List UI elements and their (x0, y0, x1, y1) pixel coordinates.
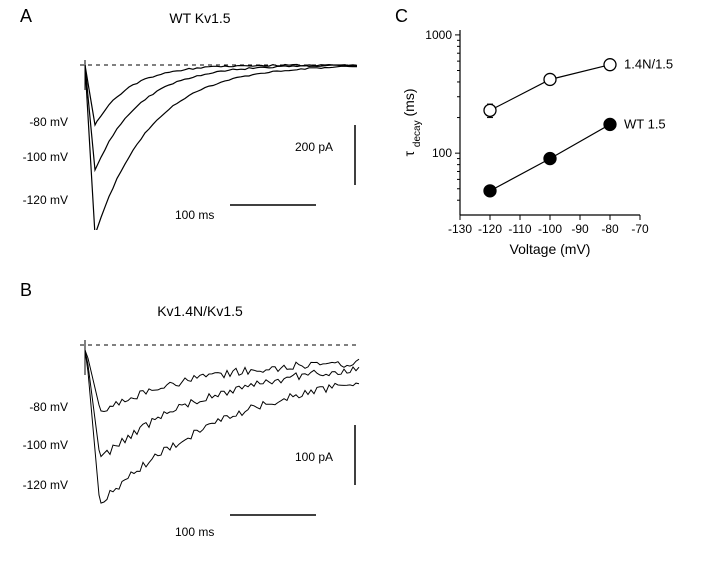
panel-a-label: A (20, 6, 32, 27)
svg-text:WT 1.5: WT 1.5 (624, 116, 666, 131)
svg-text:-130: -130 (448, 222, 472, 236)
svg-text:-80: -80 (601, 222, 619, 236)
panel-c-plot: -130 -120 -110 -100 -90 -80 -70 100 1000 Voltage … (400, 20, 700, 260)
panel-a-y-scale-label: 200 pA (295, 140, 333, 154)
panel-a-trace-label-2: -120 mV (8, 193, 68, 207)
svg-text:Voltage (mV): Voltage (mV) (510, 241, 591, 257)
panel-b-traces (70, 320, 370, 520)
svg-text:-90: -90 (571, 222, 589, 236)
panel-a-trace-label-0: -80 mV (8, 115, 68, 129)
panel-b-trace-label-1: -100 mV (8, 438, 68, 452)
svg-text:τ decay (ms): τ decay (ms) (401, 89, 423, 157)
panel-b-label: B (20, 280, 32, 301)
panel-a-traces (70, 30, 370, 230)
svg-text:-120: -120 (478, 222, 502, 236)
panel-b-trace-label-2: -120 mV (8, 478, 68, 492)
panel-b-title: Kv1.4N/Kv1.5 (130, 303, 270, 319)
svg-text:-110: -110 (508, 222, 531, 236)
panel-a-x-scale-label: 100 ms (175, 208, 214, 222)
svg-text:1.4N/1.5: 1.4N/1.5 (624, 57, 673, 72)
svg-text:1000: 1000 (425, 28, 452, 42)
panel-b-trace-label-0: -80 mV (8, 400, 68, 414)
panel-b-y-scale-label: 100 pA (295, 450, 333, 464)
svg-text:-70: -70 (631, 222, 649, 236)
panel-a-title: WT Kv1.5 (140, 10, 260, 26)
svg-text:-100: -100 (538, 222, 562, 236)
panel-a-trace-label-1: -100 mV (8, 150, 68, 164)
svg-text:100: 100 (432, 146, 452, 160)
panel-b-x-scale-label: 100 ms (175, 525, 214, 539)
figure-root: A WT Kv1.5 -80 mV -100 mV -120 mV 200 pA… (0, 0, 720, 574)
